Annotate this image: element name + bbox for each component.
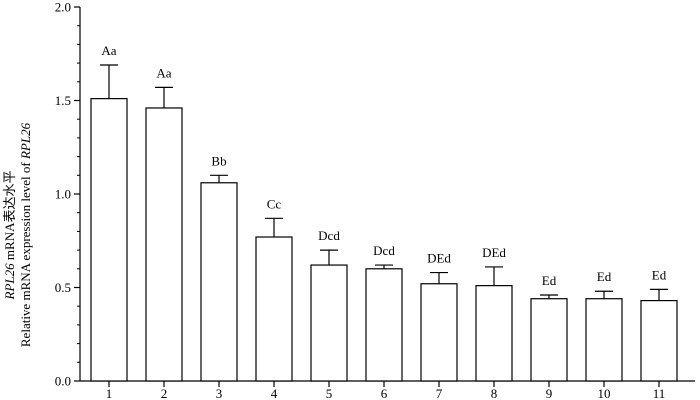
x-tick-label: 3 xyxy=(216,386,223,400)
y-axis-label-line1: RPL26 mRNA表达水平 xyxy=(2,171,17,301)
y-tick-label: 2.0 xyxy=(55,0,71,15)
bar xyxy=(90,98,128,382)
bar-label: Ed xyxy=(542,273,557,288)
y-axis-label: RPL26 mRNA表达水平 Relative mRNA expression … xyxy=(2,122,33,347)
bar-label: Aa xyxy=(156,65,171,80)
bar-label: Ed xyxy=(652,267,667,282)
bar xyxy=(420,283,458,382)
bar xyxy=(640,299,678,382)
x-tick-label: 2 xyxy=(161,386,168,400)
x-tick-label: 7 xyxy=(436,386,443,400)
bar xyxy=(365,268,403,382)
x-tick-label: 5 xyxy=(326,386,333,400)
x-tick-label: 4 xyxy=(271,386,278,400)
x-tick-label: 11 xyxy=(653,386,666,400)
y-axis-label-line2: Relative mRNA expression level of RPL26 xyxy=(18,122,33,347)
bar-label: Ed xyxy=(597,269,612,284)
x-tick-label: 8 xyxy=(491,386,498,400)
x-tick-label: 10 xyxy=(598,386,611,400)
bar-label: DEd xyxy=(482,245,506,260)
y-axis-label-line2-italic: RPL26 xyxy=(18,122,33,160)
bar xyxy=(255,236,293,382)
x-tick-label: 9 xyxy=(546,386,553,400)
bar xyxy=(145,107,183,382)
bar xyxy=(200,182,238,382)
bar xyxy=(530,298,568,382)
y-axis-label-line1-rest: mRNA表达水平 xyxy=(2,171,17,264)
bar-label: Dcd xyxy=(373,243,395,258)
bar-label: Dcd xyxy=(318,228,340,243)
bar-label: Cc xyxy=(267,196,282,211)
y-tick-label: 1.5 xyxy=(55,93,71,108)
bar-label: Aa xyxy=(101,43,116,58)
x-tick-label: 1 xyxy=(106,386,113,400)
bar xyxy=(475,285,513,382)
bar-label: DEd xyxy=(427,251,451,266)
y-axis-label-line2-prefix: Relative mRNA expression level of xyxy=(18,159,33,347)
bar-label: Bb xyxy=(211,153,226,168)
y-axis-label-line1-italic: RPL26 xyxy=(2,263,17,301)
bar xyxy=(585,298,623,382)
bar xyxy=(310,264,348,382)
x-tick-label: 6 xyxy=(381,386,388,400)
y-tick-label: 1.0 xyxy=(55,187,71,202)
y-tick-label: 0.5 xyxy=(55,280,71,295)
y-tick-label: 0.0 xyxy=(55,374,71,389)
plot-area: 0.0 0.5 1.0 1.5 2.0 Aa 1 Aa 2 Bb 3 Cc 4 Dcd 5 Dcd 6 DEd 7 D… xyxy=(55,0,695,400)
